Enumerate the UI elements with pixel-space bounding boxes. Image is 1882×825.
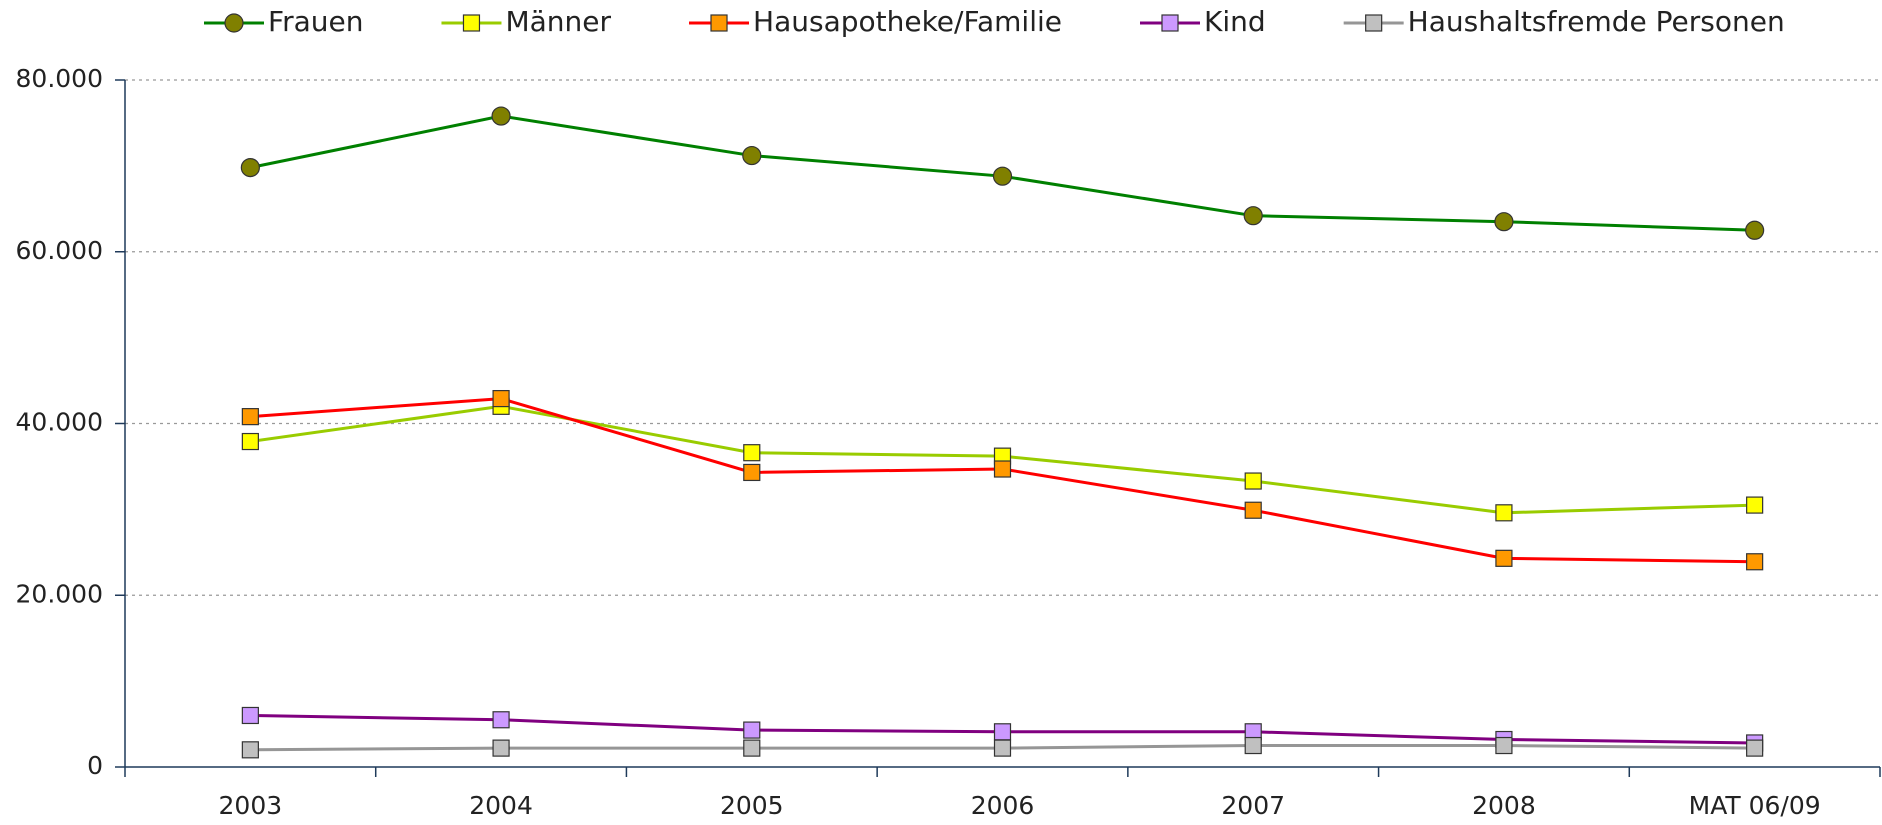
- data-point: [1243, 206, 1263, 226]
- y-tick-label: 80.000: [16, 64, 103, 93]
- y-tick-label: 60.000: [16, 236, 103, 265]
- data-point: [491, 106, 511, 126]
- data-point: [1495, 736, 1513, 755]
- data-point: [1495, 549, 1513, 567]
- data-point: [993, 739, 1012, 757]
- legend-marker: [224, 13, 244, 33]
- data-point: [743, 463, 761, 482]
- x-tick-label: 2006: [971, 791, 1035, 820]
- x-tick-label: 2005: [720, 791, 784, 820]
- data-point: [1746, 553, 1764, 571]
- data-point: [743, 721, 761, 739]
- data-point: [240, 157, 260, 178]
- data-point: [1244, 736, 1262, 755]
- legend-label: Kind: [1204, 5, 1266, 38]
- legend-marker: [710, 14, 728, 32]
- data-point: [992, 166, 1013, 186]
- legend-label: Männer: [505, 5, 611, 38]
- data-point: [492, 711, 510, 729]
- legend-label: Haushaltsfremde Personen: [1408, 5, 1785, 38]
- data-point: [241, 408, 259, 426]
- legend-label: Hausapotheke/Familie: [753, 5, 1062, 38]
- legend-label: Frauen: [268, 5, 363, 38]
- data-point: [1746, 496, 1764, 514]
- data-point: [1746, 739, 1764, 757]
- x-tick-label: 2008: [1472, 791, 1536, 820]
- x-tick-label: MAT 06/09: [1689, 791, 1821, 820]
- data-point: [993, 460, 1012, 478]
- legend-marker: [1365, 14, 1383, 32]
- y-tick-label: 0: [87, 751, 103, 780]
- data-point: [743, 739, 761, 757]
- data-point: [1244, 501, 1262, 519]
- data-point: [742, 145, 762, 166]
- y-tick-label: 40.000: [16, 408, 103, 437]
- data-point: [241, 706, 259, 725]
- x-tick-label: 2003: [219, 791, 283, 820]
- x-tick-label: 2007: [1221, 791, 1285, 820]
- data-point: [492, 389, 510, 408]
- data-point: [492, 739, 510, 757]
- data-point: [241, 741, 259, 759]
- data-point: [241, 432, 259, 451]
- legend-marker: [462, 14, 481, 32]
- data-point: [1244, 472, 1262, 490]
- data-point: [1745, 220, 1765, 240]
- data-point: [1494, 212, 1514, 232]
- legend-marker: [1161, 14, 1179, 32]
- data-point: [743, 444, 761, 462]
- data-point: [1495, 504, 1513, 522]
- y-tick-label: 20.000: [16, 579, 103, 608]
- x-tick-label: 2004: [469, 791, 533, 820]
- data-point: [993, 723, 1012, 741]
